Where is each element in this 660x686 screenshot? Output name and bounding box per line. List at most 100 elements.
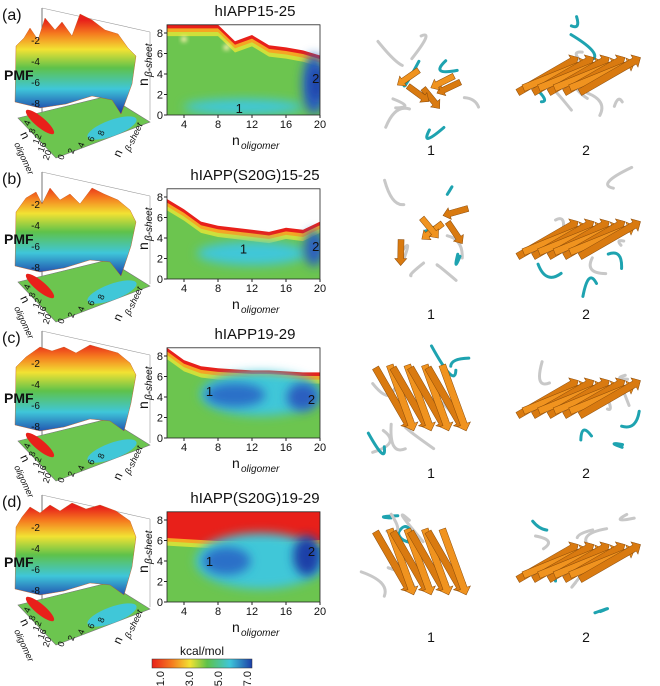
heatmap-blob — [205, 382, 265, 407]
x-tick-label: 12 — [246, 119, 258, 131]
x-tick-label: 16 — [280, 283, 292, 295]
x-tick-label: 12 — [31, 297, 44, 310]
y-tick-label: 4 — [76, 141, 87, 149]
x-axis-sub: oligomer — [241, 141, 280, 152]
coil — [585, 91, 604, 117]
structure: 1 — [359, 512, 471, 645]
strand — [386, 363, 419, 432]
y-tick-label: 6 — [86, 135, 97, 143]
panel-title: hIAPP15-25 — [215, 3, 296, 20]
x-tick-label: 16 — [280, 606, 292, 618]
heatmap-spot — [223, 44, 230, 51]
x-axis-label: n — [17, 452, 33, 464]
coil — [389, 422, 407, 452]
y-tick-label: 6 — [157, 213, 163, 225]
colorbar: kcal/mol -1.0 -3.0 -5.0 -7.0 — [151, 644, 254, 686]
coil — [366, 431, 387, 456]
heatmap-frame — [166, 188, 321, 280]
strand — [421, 363, 454, 432]
coil — [445, 234, 464, 260]
coil — [617, 239, 626, 247]
coil — [606, 165, 634, 190]
panel-title: hIAPP19-29 — [215, 326, 296, 343]
x-axis-label: n — [17, 129, 33, 141]
y-axis-sub: β-sheet — [144, 529, 155, 565]
heatmap-frame — [166, 511, 321, 603]
surface — [14, 187, 137, 277]
z-tick-label: -2 — [31, 523, 40, 534]
axis-line — [41, 330, 151, 356]
panel-title: hIAPP(S20G)19-29 — [190, 490, 319, 507]
coil — [371, 382, 396, 397]
x-tick-label: 12 — [246, 606, 258, 618]
y-tick-label: 4 — [157, 392, 163, 404]
coil — [575, 528, 595, 540]
y-tick-label: 8 — [157, 351, 163, 363]
y-tick-label: 0 — [157, 433, 163, 445]
x-tick-label: 8 — [215, 442, 221, 454]
x-tick-label: 8 — [27, 291, 38, 299]
y-axis-label: n — [135, 565, 151, 573]
coil — [430, 344, 458, 378]
heatmap-frame — [166, 347, 321, 439]
y-tick-label: 8 — [96, 616, 107, 624]
heatmap-region — [167, 36, 320, 115]
heatmap-blob — [202, 547, 251, 575]
z-tick-label: -6 — [31, 78, 40, 89]
coil — [620, 409, 641, 429]
panel-label: (c) — [2, 330, 21, 347]
coil — [536, 262, 563, 279]
colorbar-tick-label: -1.0 — [155, 671, 167, 686]
x-tick-label: 12 — [31, 456, 44, 469]
heatmap-blob — [287, 383, 319, 411]
x-tick-label: 4 — [181, 606, 187, 618]
x-tick-label: 12 — [31, 620, 44, 633]
floor-blob — [87, 603, 137, 627]
strand — [394, 239, 408, 266]
z-tick-label: -4 — [31, 380, 40, 391]
x-tick-label: 20 — [314, 606, 326, 618]
x-tick-label: 4 — [181, 283, 187, 295]
x-tick-label: 8 — [215, 606, 221, 618]
surface — [14, 502, 137, 596]
panel: (c) hIAPP19-29PMF-2-4-6-848121620noligome… — [2, 326, 641, 500]
floor-blob — [87, 439, 137, 463]
z-axis-label: PMF — [4, 554, 34, 570]
y-tick-label: 2 — [66, 470, 77, 478]
x-tick-label: 12 — [246, 442, 258, 454]
y-tick-label: 8 — [96, 293, 107, 301]
y-tick-label: 2 — [66, 634, 77, 642]
y-tick-label: 6 — [157, 49, 163, 61]
floor-blob — [25, 596, 55, 622]
coil — [449, 356, 471, 368]
y-tick-label: 6 — [86, 299, 97, 307]
x-tick-label: 16 — [36, 628, 49, 641]
coil — [612, 97, 624, 108]
structure: 2 — [515, 15, 641, 158]
state-marker: 2 — [312, 239, 319, 254]
coil — [359, 570, 387, 598]
y-axis-sub: β-sheet — [144, 365, 155, 401]
strand — [403, 527, 436, 596]
y-axis-sub: β-sheet — [144, 206, 155, 242]
coil — [533, 534, 550, 551]
heatmap-blob — [183, 98, 304, 115]
strand — [405, 83, 430, 103]
z-tick-label: -8 — [31, 422, 40, 433]
strand — [577, 218, 641, 260]
y-tick-label: 0 — [157, 274, 163, 286]
y-tick-label: 4 — [157, 69, 163, 81]
z-tick-label: -2 — [31, 359, 40, 370]
coil — [425, 126, 446, 140]
panel-label: (a) — [2, 7, 22, 24]
structure-label: 2 — [582, 629, 590, 645]
state-marker: 1 — [206, 554, 213, 569]
z-tick-label: -6 — [31, 401, 40, 412]
colorbar-tick-label: -7.0 — [242, 671, 254, 686]
structure-label: 1 — [427, 465, 435, 481]
y-axis-sub: β-sheet — [144, 42, 155, 78]
y-axis-label: n — [135, 401, 151, 409]
